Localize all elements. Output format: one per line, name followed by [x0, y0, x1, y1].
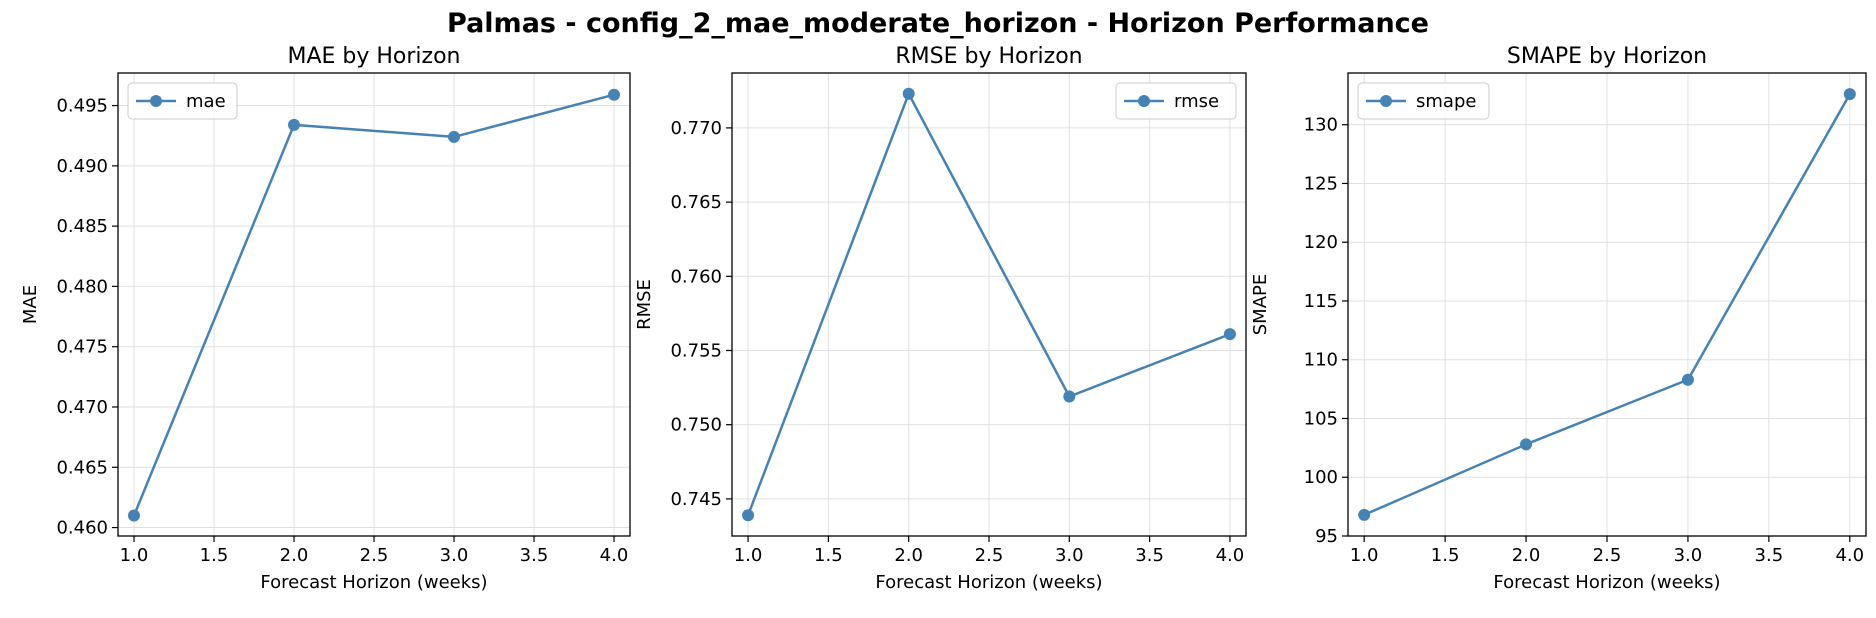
series-line-rmse — [746, 90, 1231, 516]
data-point — [742, 509, 755, 522]
x-tick-label: 3.0 — [440, 545, 469, 566]
x-axis-label: Forecast Horizon (weeks) — [875, 572, 1102, 593]
y-axis-label: MAE — [20, 285, 41, 324]
y-tick-label: 0.495 — [56, 96, 108, 117]
legend-label: mae — [186, 91, 226, 112]
x-tick-label: 1.5 — [814, 545, 843, 566]
x-axis-label: Forecast Horizon (weeks) — [260, 572, 487, 593]
data-point — [608, 88, 620, 101]
legend-box — [1115, 82, 1237, 120]
data-point — [902, 87, 915, 100]
y-tick-label: 0.475 — [56, 337, 108, 358]
y-tick-label: 0.760 — [670, 266, 722, 287]
x-tick-label: 2.0 — [280, 545, 309, 566]
x-tick-label: 1.0 — [734, 545, 763, 566]
legend-label: smape — [1416, 91, 1476, 112]
data-point — [128, 509, 140, 522]
x-tick-label: 3.0 — [1674, 545, 1703, 566]
data-point — [1520, 438, 1533, 451]
x-tick-label: 2.5 — [975, 545, 1004, 566]
y-tick-label: 0.460 — [56, 518, 108, 539]
subplot-title: RMSE by Horizon — [895, 44, 1082, 69]
subplot-3: 1.0 1.5 2.0 2.5 3.0 3.5 4.0 95 100 105 110 115 120 12… — [1250, 44, 1867, 593]
x-tick-label: 4.0 — [1216, 545, 1245, 566]
x-tick-label: 1.0 — [120, 545, 149, 566]
y-tick-label: 105 — [1304, 408, 1338, 429]
data-point — [288, 118, 300, 131]
y-tick-label: 0.770 — [670, 118, 722, 139]
x-tick-label: 4.0 — [1835, 545, 1864, 566]
y-tick-label: 0.745 — [670, 489, 722, 510]
x-tick-label: 2.5 — [1593, 545, 1622, 566]
x-tick-label: 3.5 — [520, 545, 549, 566]
y-axis-label: SMAPE — [1250, 274, 1271, 336]
y-tick-label: 0.470 — [56, 397, 108, 418]
data-point — [448, 130, 460, 143]
y-tick-label: 0.765 — [670, 192, 722, 213]
y-tick-label: 0.490 — [56, 156, 108, 177]
y-tick-label: 120 — [1304, 232, 1338, 253]
x-tick-label: 3.0 — [1055, 545, 1084, 566]
y-tick-label: 0.480 — [56, 276, 108, 297]
y-tick-label: 95 — [1315, 526, 1338, 547]
subplot-2: 1.0 1.5 2.0 2.5 3.0 3.5 4.0 0.745 0.750 0.755 0.76… — [634, 44, 1247, 593]
data-point — [1843, 88, 1856, 101]
y-tick-label: 0.465 — [56, 457, 108, 478]
legend-box — [1357, 82, 1490, 120]
x-tick-label: 1.5 — [200, 545, 229, 566]
data-point — [1681, 373, 1694, 386]
y-tick-label: 125 — [1304, 173, 1338, 194]
legend-marker — [150, 95, 162, 107]
x-tick-label: 1.0 — [1350, 545, 1379, 566]
y-tick-label: 100 — [1304, 467, 1338, 488]
figure-title: Palmas - config_2_mae_moderate_horizon -… — [447, 8, 1429, 39]
x-tick-label: 4.0 — [600, 545, 629, 566]
x-tick-label: 2.5 — [360, 545, 389, 566]
data-point — [1358, 508, 1371, 521]
legend: mae — [127, 82, 238, 120]
plot-frame — [1347, 72, 1867, 537]
data-point — [1063, 390, 1076, 403]
series-line-smape — [1363, 93, 1851, 516]
y-tick-label: 115 — [1304, 291, 1338, 312]
y-tick-label: 0.750 — [670, 415, 722, 436]
x-tick-label: 2.0 — [894, 545, 923, 566]
plot-frame — [117, 72, 631, 537]
legend-box — [127, 82, 238, 120]
plot-frame — [731, 72, 1247, 537]
y-axis-label: RMSE — [634, 279, 655, 330]
subplot-title: SMAPE by Horizon — [1507, 44, 1707, 69]
legend: rmse — [1115, 82, 1237, 120]
x-tick-label: 3.5 — [1755, 545, 1784, 566]
legend-marker — [1380, 95, 1392, 107]
x-tick-label: 3.5 — [1135, 545, 1164, 566]
x-axis-label: Forecast Horizon (weeks) — [1493, 572, 1720, 593]
data-point — [1223, 328, 1236, 341]
legend: smape — [1357, 82, 1490, 120]
series-line-mae — [132, 93, 615, 516]
x-tick-label: 2.0 — [1512, 545, 1541, 566]
y-tick-label: 0.485 — [56, 216, 108, 237]
legend-label: rmse — [1174, 91, 1219, 112]
y-tick-label: 130 — [1304, 115, 1338, 136]
subplot-1: 1.0 1.5 2.0 2.5 3.0 3.5 4.0 0.460 0.465 0.470 0.47… — [20, 44, 631, 593]
x-tick-label: 1.5 — [1431, 545, 1460, 566]
subplot-title: MAE by Horizon — [287, 44, 460, 69]
legend-marker — [1138, 95, 1150, 107]
y-tick-label: 0.755 — [670, 341, 722, 362]
y-tick-label: 110 — [1304, 350, 1338, 371]
